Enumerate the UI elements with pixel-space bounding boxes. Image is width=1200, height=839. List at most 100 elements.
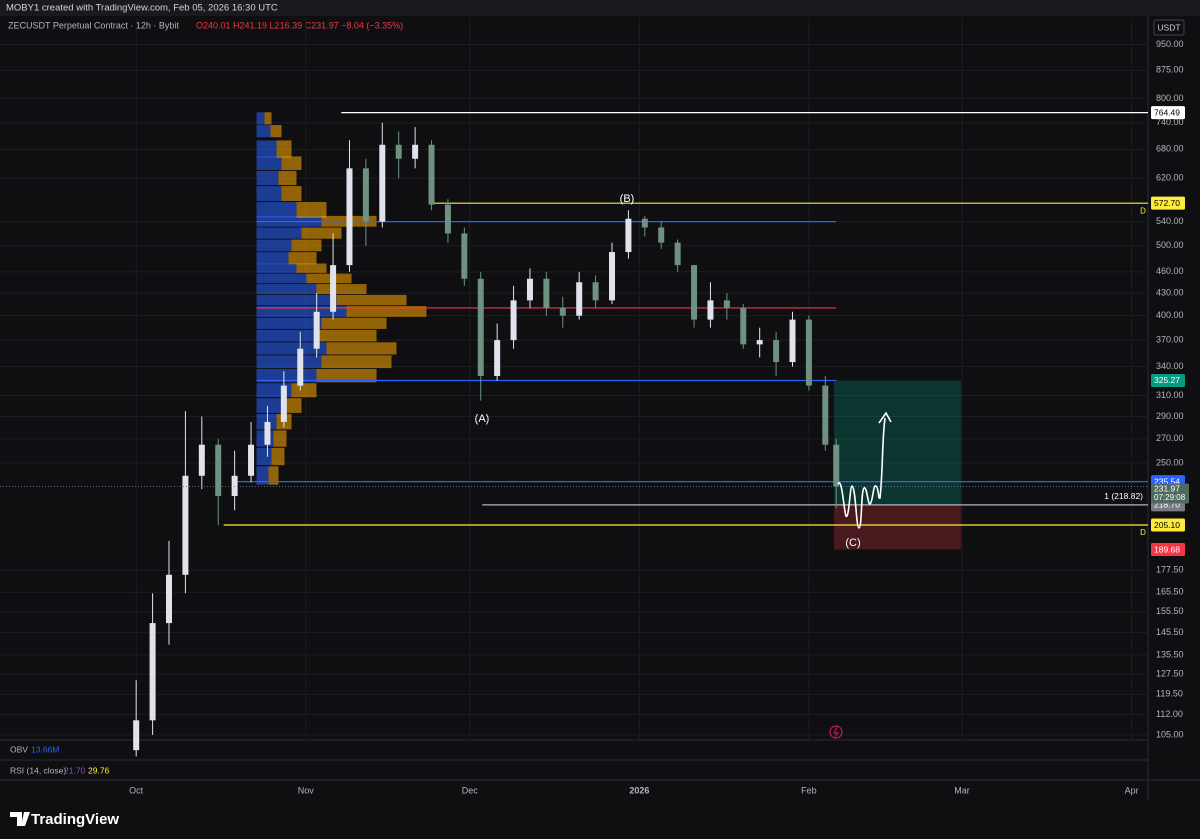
wave-label: (C)	[845, 537, 860, 549]
volume-profile-down	[301, 227, 342, 239]
volume-profile-down	[268, 466, 279, 485]
y-tick-label: 165.50	[1156, 587, 1184, 597]
volume-profile-down	[288, 252, 317, 265]
y-tick-label: 135.50	[1156, 649, 1184, 659]
candle-body	[559, 307, 566, 316]
candle-body	[740, 307, 747, 345]
rsi-name: RSI (14, close)	[10, 765, 66, 775]
y-tick-label: 460.00	[1156, 266, 1184, 276]
volume-profile-up	[256, 294, 337, 306]
y-tick-label: 155.50	[1156, 606, 1184, 616]
candle-body	[362, 168, 369, 222]
candle-body	[526, 278, 533, 301]
x-tick-label: Oct	[129, 785, 144, 795]
y-tick-label: 800.00	[1156, 93, 1184, 103]
x-tick-label: Feb	[801, 785, 817, 795]
alert-icon[interactable]	[829, 725, 843, 739]
position-loss	[834, 504, 961, 550]
candle-body	[658, 227, 665, 243]
ohlc: O240.01 H241.19 L216.39 C231.97 −8.04 (−…	[196, 20, 403, 30]
volume-profile-down	[321, 317, 387, 329]
price-tag	[1151, 518, 1185, 532]
volume-profile-down	[326, 342, 397, 355]
y-tick-label: 500.00	[1156, 240, 1184, 250]
candle-body	[707, 300, 714, 320]
price-tag	[1151, 106, 1185, 120]
level-marker: D	[1140, 528, 1146, 537]
candle-body	[297, 348, 304, 386]
y-tick-label: 430.00	[1156, 287, 1184, 297]
candle-body	[379, 144, 386, 222]
volume-profile-down	[271, 447, 285, 466]
volume-profile-up	[256, 284, 317, 295]
volume-profile-down	[306, 273, 352, 284]
rsi-value: 29.76	[88, 765, 110, 775]
y-tick-label: 620.00	[1156, 173, 1184, 183]
candle-body	[231, 475, 238, 497]
price-tag	[1151, 196, 1185, 210]
volume-profile-up	[256, 317, 322, 329]
candle-body	[166, 574, 173, 624]
volume-profile-up	[256, 355, 322, 369]
candle-body	[510, 300, 517, 341]
price-tag-label: 218.70	[1154, 500, 1180, 510]
y-tick-label: 177.50	[1156, 565, 1184, 575]
price-tag-label: 764.49	[1154, 107, 1180, 117]
volume-profile-up	[256, 239, 292, 252]
volume-profile-down	[296, 263, 327, 273]
y-tick-label: 105.00	[1156, 729, 1184, 739]
volume-profile-up	[256, 156, 282, 170]
candle-body	[149, 623, 156, 721]
y-tick-label: 127.50	[1156, 668, 1184, 678]
volume-profile-up	[256, 252, 289, 265]
y-tick-label: 540.00	[1156, 216, 1184, 226]
footer-brand: TradingView	[31, 811, 119, 828]
obv-name: OBV	[10, 744, 28, 754]
candle-body	[789, 319, 796, 363]
footer	[0, 800, 1200, 839]
volume-profile-down	[316, 284, 367, 295]
currency[interactable]: USDT	[1157, 22, 1180, 32]
volume-profile-down	[278, 170, 297, 186]
currency-box[interactable]	[1153, 19, 1185, 36]
candle-body	[609, 252, 616, 301]
symbol: ZECUSDT Perpetual Contract · 12h · Bybit	[8, 20, 179, 30]
candle-body	[723, 300, 730, 308]
hand-drawn-path	[837, 417, 886, 529]
volume-profile-up	[256, 125, 271, 138]
y-tick-label: 875.00	[1156, 65, 1184, 75]
alert-icon-bolt	[833, 726, 840, 738]
volume-profile-down	[321, 355, 392, 369]
y-tick-label: 400.00	[1156, 310, 1184, 320]
price-tag	[1151, 373, 1185, 387]
current-price-tag	[1151, 483, 1189, 504]
wave-label: (A)	[475, 413, 490, 425]
level-note: 1 (218.82)	[1104, 491, 1143, 501]
candle-body	[773, 340, 780, 363]
stop-tag	[1151, 543, 1185, 557]
candle-body	[264, 421, 271, 445]
volume-profile-up	[256, 170, 279, 186]
volume-profile-down	[273, 430, 287, 447]
candle-body	[592, 282, 599, 301]
candle-body	[428, 144, 435, 205]
obv-value: 13.66M	[31, 744, 59, 754]
y-tick-label: 340.00	[1156, 361, 1184, 371]
candle-body	[674, 242, 681, 266]
y-tick-label: 680.00	[1156, 144, 1184, 154]
x-tick-label: Apr	[1125, 785, 1139, 795]
candle-body	[133, 720, 140, 751]
stop-tag-label: 189.68	[1154, 544, 1180, 554]
volume-profile-up	[256, 306, 347, 317]
volume-profile-up	[256, 413, 277, 430]
wave-label: (B)	[620, 193, 635, 205]
price-tag-label: 572.70	[1154, 198, 1180, 208]
candle-body	[756, 340, 763, 345]
volume-profile-up	[256, 186, 282, 202]
volume-profile-down	[316, 369, 377, 383]
candle-body	[313, 311, 320, 349]
candle-body	[805, 319, 812, 386]
volume-profile-up	[256, 273, 307, 284]
candle-body	[477, 278, 484, 376]
